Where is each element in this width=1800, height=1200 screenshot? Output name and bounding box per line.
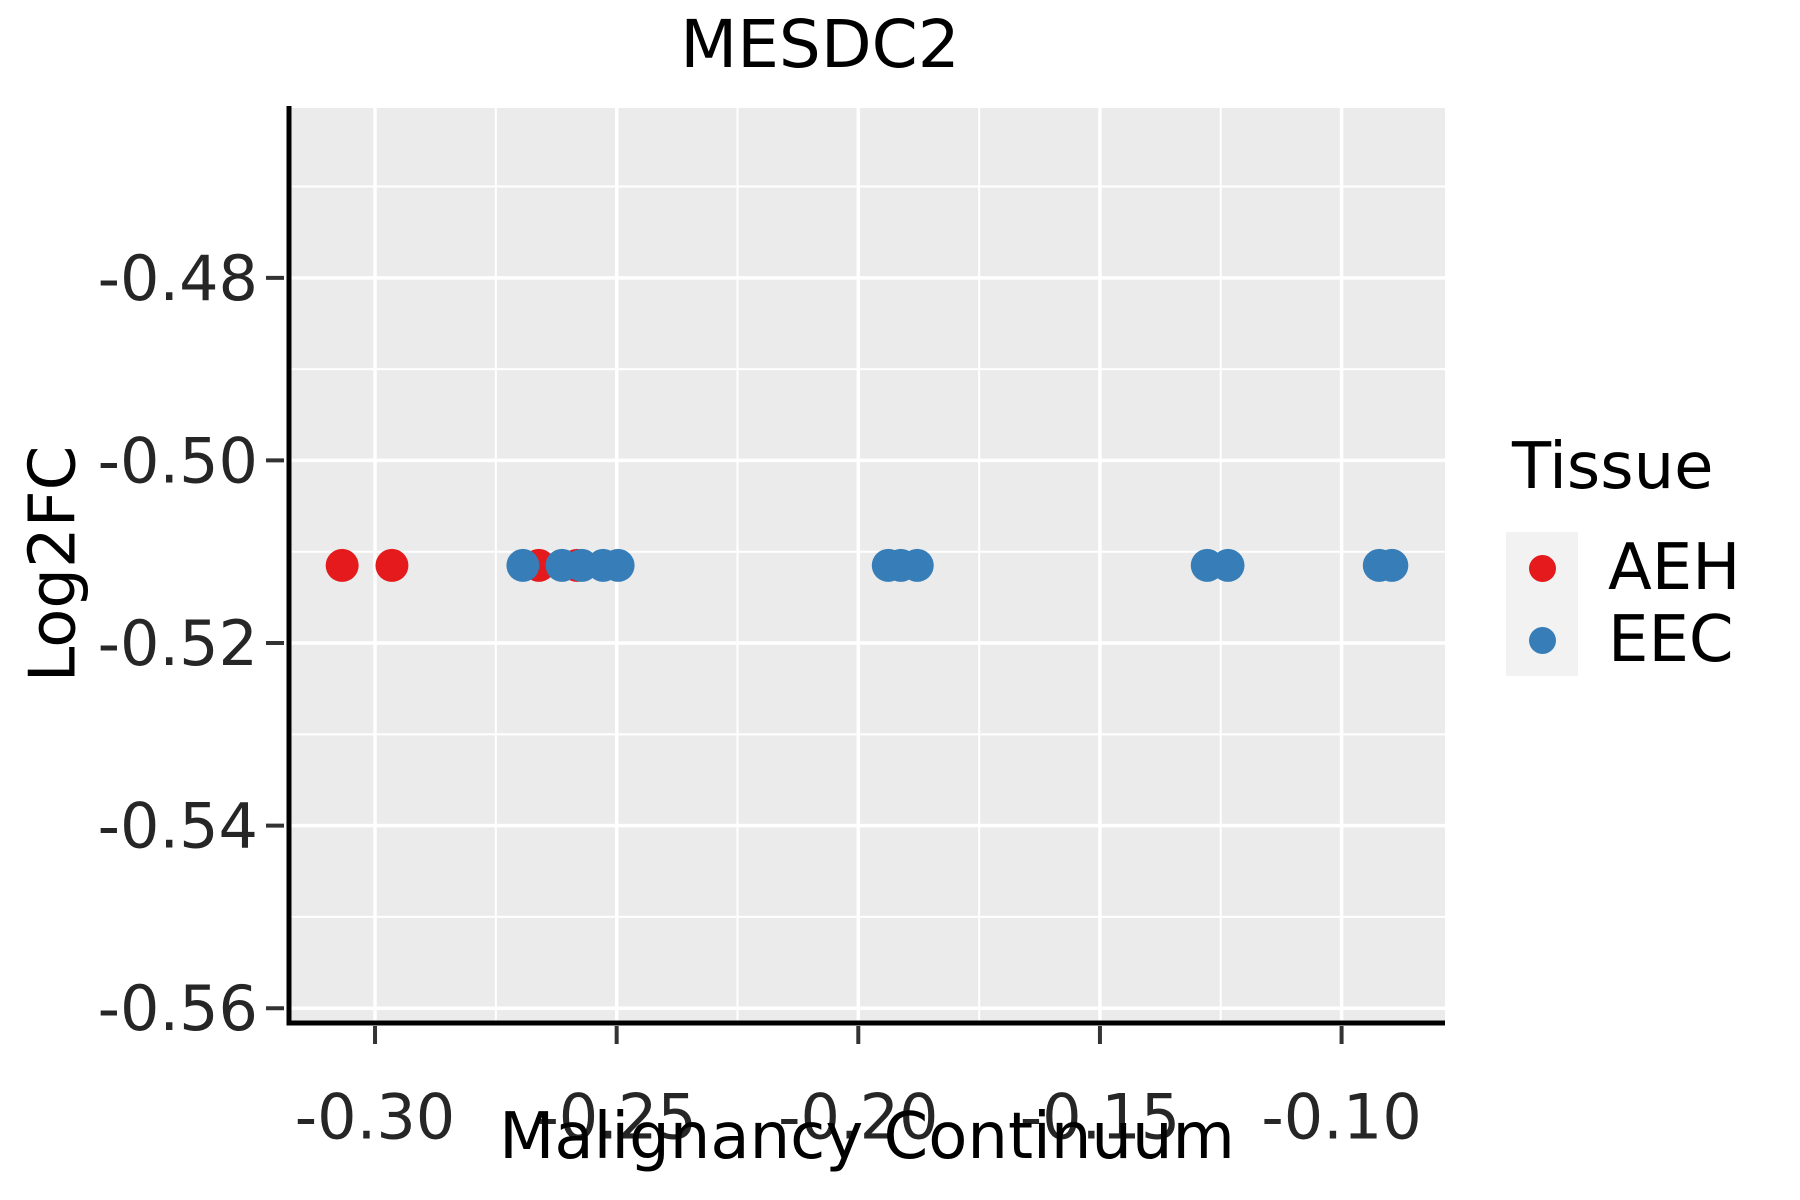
x-tick-label: -0.30 [295, 1080, 455, 1153]
y-tick-label: -0.48 [98, 242, 258, 315]
y-tick-label: -0.52 [98, 607, 258, 680]
y-tick-label: -0.54 [98, 790, 258, 863]
legend-dot-aeh [1528, 554, 1556, 582]
data-point-eec [900, 548, 934, 582]
data-point-eec [1375, 548, 1409, 582]
y-axis-title: Log2FC [16, 445, 91, 683]
y-tick-label: -0.50 [98, 424, 258, 497]
x-axis-title: Malignancy Continuum [499, 1100, 1235, 1174]
data-point-eec [506, 548, 540, 582]
legend-entry-aeh: AEH [1506, 531, 1741, 605]
legend-key [1506, 532, 1578, 604]
legend-key [1506, 604, 1578, 676]
plot-title: MESDC2 [680, 6, 960, 83]
data-point-eec [1211, 548, 1245, 582]
x-tick-label: -0.25 [536, 1080, 696, 1153]
y-tick-label: -0.56 [98, 972, 258, 1045]
legend-entry-eec: EEC [1506, 603, 1740, 677]
data-point-aeh [325, 548, 359, 582]
legend-title: Tissue [1512, 430, 1714, 504]
data-point-eec [601, 548, 635, 582]
legend-label: AEH [1608, 531, 1741, 605]
legend-dot-eec [1528, 626, 1556, 654]
x-tick-label: -0.20 [778, 1080, 938, 1153]
plot-panel [289, 108, 1445, 1021]
x-tick-label: -0.10 [1261, 1080, 1421, 1153]
data-point-aeh [375, 548, 409, 582]
legend-entries: AEH EEC [1506, 531, 1741, 677]
x-tick-label: -0.15 [1020, 1080, 1180, 1153]
legend-label: EEC [1608, 603, 1734, 677]
legend: Tissue AEH EEC [1506, 430, 1741, 677]
